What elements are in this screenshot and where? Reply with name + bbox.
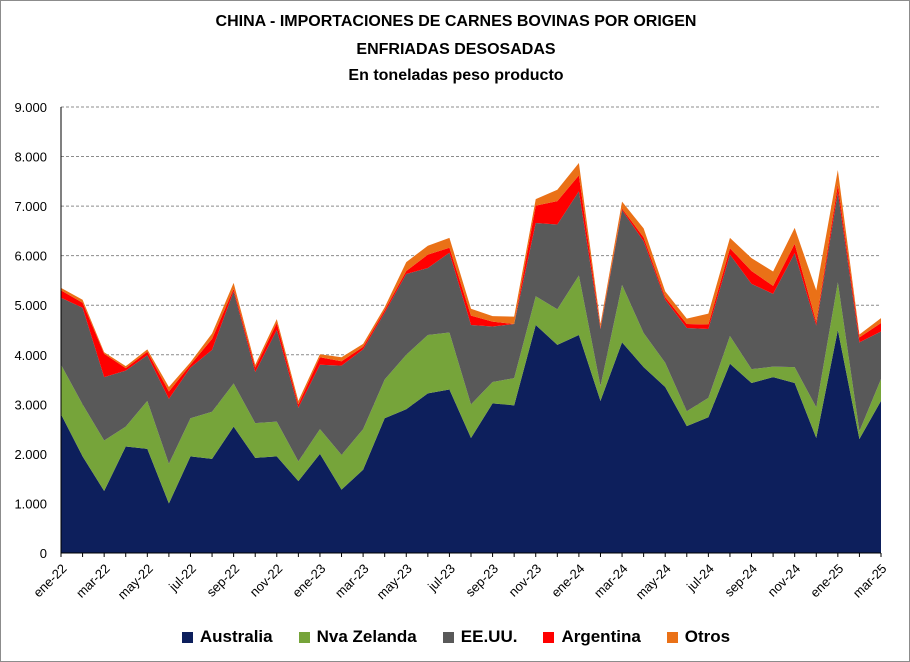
y-tick-label: 8.000 [14, 150, 47, 165]
x-tick-label: may-24 [633, 561, 674, 602]
x-tick-label: sep-22 [203, 561, 242, 600]
x-tick-label: mar-22 [73, 561, 113, 601]
x-tick-label: ene-25 [807, 561, 846, 600]
legend-item-australia: Australia [181, 627, 273, 647]
x-tick-label: ene-22 [30, 561, 69, 600]
x-tick-label: may-23 [374, 561, 415, 602]
y-tick-label: 2.000 [14, 447, 47, 462]
legend-swatch [298, 631, 310, 643]
legend-swatch [181, 631, 193, 643]
legend-label: Argentina [561, 627, 641, 646]
x-tick-label: sep-24 [721, 561, 760, 600]
legend-swatch [666, 631, 678, 643]
x-tick-label: mar-25 [850, 561, 890, 601]
y-tick-label: 0 [40, 546, 47, 561]
x-tick-label: mar-24 [591, 561, 631, 601]
chart-title: CHINA - IMPORTACIONES DE CARNES BOVINAS … [215, 13, 697, 30]
legend-item-nva-zelanda: Nva Zelanda [298, 627, 417, 647]
x-tick-label: nov-22 [247, 561, 286, 600]
chart-subtitle: ENFRIADAS DESOSADAS [356, 41, 556, 58]
y-tick-labels: 0 1.000 2.000 3.000 4.000 5.000 6.000 7.000 8.00… [14, 100, 47, 561]
area-otros [61, 163, 881, 405]
area-australia [61, 325, 881, 553]
x-tick-label: jul-24 [683, 561, 717, 595]
x-tick-label: jul-22 [165, 561, 199, 595]
legend: Australia Nva Zelanda EE.UU. Argentina Otros [1, 624, 910, 650]
legend-label: Australia [199, 627, 273, 646]
legend-swatch [442, 631, 454, 643]
y-tick-label: 7.000 [14, 199, 47, 214]
y-tick-label: 6.000 [14, 249, 47, 264]
area-nva-zelanda [61, 275, 881, 504]
legend-swatch [543, 631, 555, 643]
x-tick-label: ene-23 [289, 561, 328, 600]
x-tick-label: nov-24 [765, 561, 804, 600]
chart-subtitle-units: En toneladas peso producto [348, 67, 564, 84]
stacked-areas [61, 163, 881, 553]
y-tick-label: 4.000 [14, 348, 47, 363]
x-tick-labels: ene-22 mar-22 may-22 jul-22 sep-22 nov-22 ene-… [30, 561, 889, 602]
legend-label: Nva Zelanda [316, 627, 417, 646]
y-tick-label: 1.000 [14, 496, 47, 511]
y-tick-label: 3.000 [14, 397, 47, 412]
axes [60, 107, 882, 557]
x-tick-label: mar-23 [332, 561, 372, 601]
area-ee-uu [61, 191, 881, 464]
legend-label: Otros [684, 627, 731, 646]
x-tick-label: ene-24 [548, 561, 587, 600]
x-tick-label: may-22 [115, 561, 156, 602]
area-argentina [61, 175, 881, 408]
legend-label: EE.UU. [460, 627, 518, 646]
y-tick-label: 9.000 [14, 100, 47, 115]
x-tick-label: sep-23 [462, 561, 501, 600]
x-tick-label: jul-23 [424, 561, 458, 595]
x-tick-label: nov-23 [506, 561, 545, 600]
chart-plot: 0 1.000 2.000 3.000 4.000 5.000 6.000 7.000 8.00… [14, 100, 889, 602]
legend-item-ee-uu: EE.UU. [442, 627, 518, 647]
legend-item-otros: Otros [666, 627, 731, 647]
legend-item-argentina: Argentina [543, 627, 641, 647]
y-tick-label: 5.000 [14, 298, 47, 313]
